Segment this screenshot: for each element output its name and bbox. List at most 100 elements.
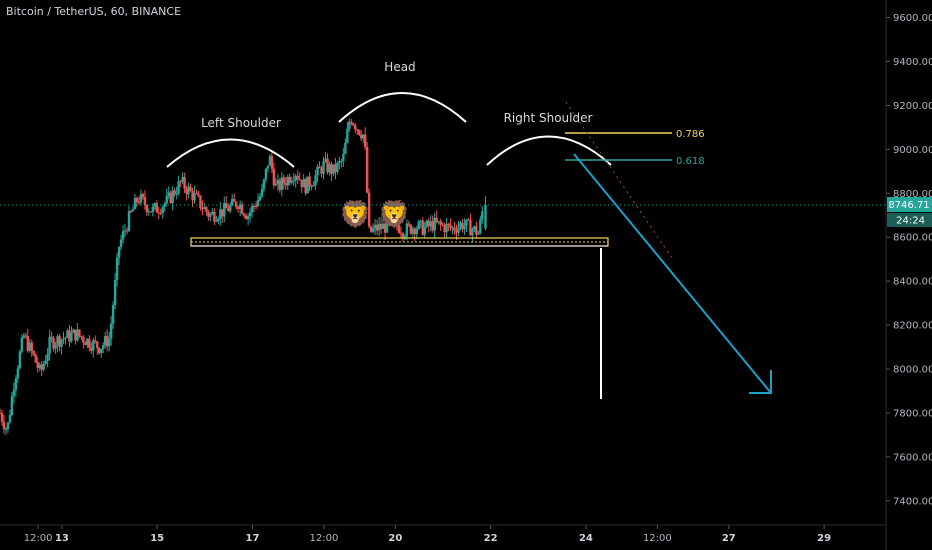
time-tick-label: 29: [817, 533, 831, 544]
candle-body: [193, 192, 196, 201]
candle-body: [207, 211, 210, 217]
time-tick-label: 12:00: [24, 533, 53, 544]
price-tick-label: 7400.00: [893, 496, 932, 507]
candle-body: [334, 164, 337, 172]
candle-body: [94, 340, 97, 342]
candle-body: [405, 223, 409, 237]
candle-body: [179, 181, 182, 183]
candle-body: [471, 229, 474, 236]
candle-body: [26, 336, 29, 351]
candle-body: [403, 236, 407, 238]
candle-body: [123, 230, 127, 232]
candle-body: [46, 353, 49, 361]
candle-body: [373, 224, 377, 229]
candle-body: [56, 336, 59, 346]
candle-body: [278, 180, 282, 190]
candle-body: [320, 168, 323, 174]
price-axis[interactable]: 9600.00 9400.00 9200.00 9000.00 8800.00 8600.…: [886, 13, 932, 507]
candle-body: [248, 212, 252, 217]
candle-body: [445, 223, 448, 233]
candle-body: [411, 228, 415, 234]
candle-body: [52, 338, 55, 349]
candle-body: [358, 129, 361, 135]
candle-body: [217, 218, 220, 221]
candle-body: [111, 304, 115, 324]
candle-body: [266, 165, 270, 169]
candle-body: [342, 154, 345, 162]
candle-body: [54, 345, 57, 349]
price-tick-label: 8400.00: [893, 277, 932, 288]
candle-body: [58, 336, 61, 347]
candle-body: [22, 335, 26, 338]
candle-body: [389, 218, 393, 222]
candle-body: [18, 351, 22, 369]
time-axis[interactable]: 12:00 13 15 17 12:00 20 22 24 12:00 27 29: [24, 525, 831, 544]
candle-body: [82, 337, 85, 343]
candle-body: [409, 224, 413, 234]
drawings-group: Left Shoulder Head Right Shoulder 0.786 …: [0, 60, 886, 399]
candle-body: [302, 179, 305, 188]
candle-body: [304, 179, 307, 194]
projection-arrow-shaft[interactable]: [573, 153, 772, 394]
candle-body: [151, 206, 155, 213]
candle-body: [268, 156, 272, 166]
candle-body: [0, 413, 4, 422]
candle-body: [113, 280, 117, 305]
candle-body: [133, 197, 137, 210]
candle-body: [371, 228, 375, 232]
candle-body: [139, 193, 143, 203]
candle-body: [227, 208, 230, 212]
head-arc[interactable]: [338, 92, 467, 123]
bar-countdown: 24:24: [896, 216, 925, 227]
candle-body: [272, 168, 276, 186]
candle-body: [169, 192, 172, 203]
candle-body: [310, 186, 313, 188]
candle-body: [191, 190, 194, 201]
candle-body: [300, 179, 303, 188]
candle-body: [161, 206, 164, 213]
price-tick-label: 9600.00: [893, 13, 932, 24]
candle-body: [131, 209, 135, 212]
candle-body: [153, 203, 157, 207]
candle-body: [48, 336, 51, 354]
candle-body: [238, 204, 242, 209]
candle-body: [240, 204, 244, 214]
dotted-trendline[interactable]: [565, 101, 673, 259]
price-tick-label: 8600.00: [893, 233, 932, 244]
candle-body: [129, 211, 133, 213]
candle-body: [244, 215, 248, 220]
candle-body: [119, 239, 123, 247]
last-price-badge: 8746.71 24:24: [887, 197, 932, 228]
candle-body: [352, 123, 355, 126]
candle-body: [205, 207, 208, 212]
price-tick-label: 9400.00: [893, 57, 932, 68]
candle-body: [375, 224, 379, 231]
candle-body: [221, 209, 224, 217]
candle-body: [68, 330, 71, 342]
candle-body: [401, 233, 405, 237]
fib-618-label: 0.618: [676, 156, 705, 167]
left-shoulder-arc[interactable]: [166, 138, 295, 168]
candle-body: [195, 192, 198, 194]
right-shoulder-arc[interactable]: [486, 135, 612, 166]
candle-body: [316, 166, 319, 176]
candle-body: [360, 134, 363, 139]
candle-body: [181, 176, 184, 182]
candle-body: [115, 257, 119, 281]
price-tick-label: 7800.00: [893, 408, 932, 419]
candle-body: [103, 336, 107, 346]
candle-body: [42, 363, 45, 370]
candle-body: [286, 176, 289, 186]
candle-body: [236, 207, 240, 209]
candle-body: [254, 206, 258, 208]
candle-body: [397, 225, 401, 233]
candle-body: [76, 329, 79, 341]
price-tick-label: 9000.00: [893, 145, 932, 156]
candle-body: [288, 176, 291, 183]
candle-body: [330, 164, 333, 174]
projection-arrow-head: [749, 370, 772, 394]
candle-body: [252, 205, 256, 207]
candle-body: [379, 223, 383, 229]
candle-body: [326, 158, 329, 173]
